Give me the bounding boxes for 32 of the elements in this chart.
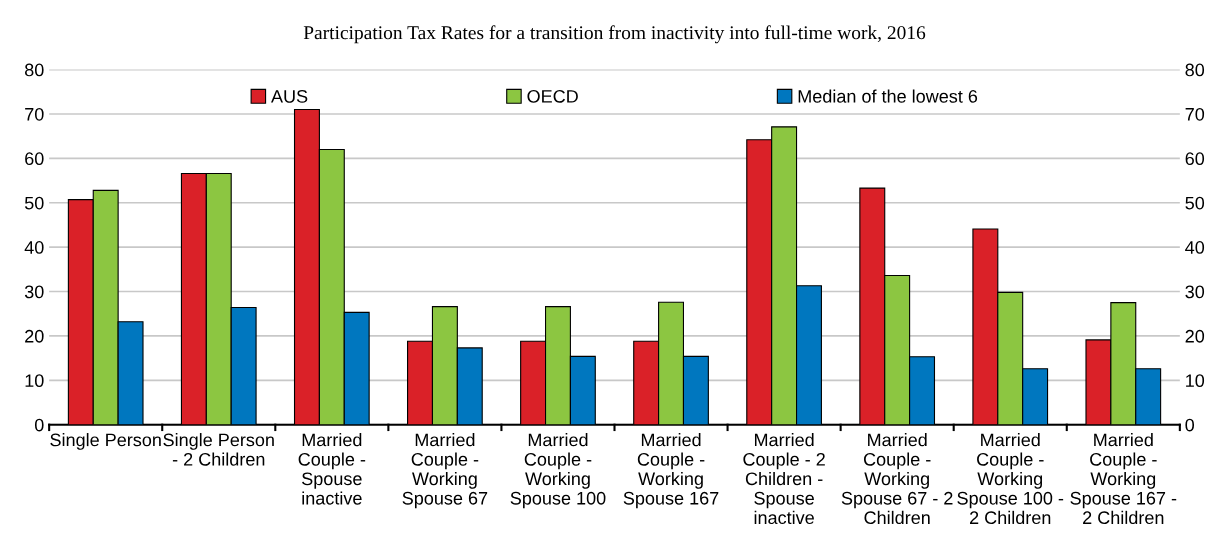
x-tick-label: Married Couple - Spouse inactive — [298, 433, 366, 505]
x-tick-label: Married Couple - Working Spouse 100 - 2 Children — [957, 433, 1064, 525]
x-tick-label: Married Couple - Working Spouse 167 - 2 Children — [1070, 433, 1177, 525]
x-tick-label: Married Couple - Working Spouse 100 — [510, 433, 606, 509]
y2-tick-label: 10 — [1186, 374, 1205, 388]
y2-tick-label: 80 — [1185, 63, 1205, 77]
y2-tick-label: 30 — [1185, 285, 1205, 299]
chart-title: Participation Tax Rates for a transition from inactivity into full-time work, 2016 — [303, 25, 926, 44]
legend-label: Median of the lowest 6 — [798, 89, 978, 103]
y-tick-label: 30 — [24, 285, 44, 299]
x-tick-label: Married Couple - 2 Children - Spouse inactive — [743, 433, 825, 525]
x-tick-label: Married Couple - Working Spouse 67 — [402, 433, 488, 509]
legend-label: OECD — [527, 89, 578, 103]
x-tick-label: Single Person - 2 Children — [163, 433, 274, 466]
x-tick-label: Married Couple - Working Spouse 67 - 2 Children — [841, 433, 953, 525]
y-tick-label: 50 — [24, 196, 44, 210]
y-tick-label: 0 — [34, 418, 44, 432]
y-tick-label: 80 — [25, 63, 44, 77]
y2-tick-label: 40 — [1185, 241, 1205, 254]
y2-tick-label: 0 — [1185, 418, 1195, 432]
y-tick-label: 70 — [25, 107, 44, 121]
x-tick-label: Single Person — [50, 433, 161, 450]
y2-tick-label: 60 — [1185, 152, 1205, 166]
y-tick-label: 60 — [25, 152, 44, 166]
y2-tick-label: 70 — [1185, 107, 1205, 121]
y2-tick-label: 20 — [1185, 329, 1205, 343]
x-tick-label: Married Couple - Working Spouse 167 — [623, 433, 719, 509]
y-tick-label: 40 — [24, 241, 44, 254]
legend-label: AUS — [271, 89, 308, 103]
y2-tick-label: 50 — [1185, 196, 1205, 210]
y-tick-label: 10 — [25, 374, 44, 388]
y-tick-label: 20 — [25, 329, 44, 343]
